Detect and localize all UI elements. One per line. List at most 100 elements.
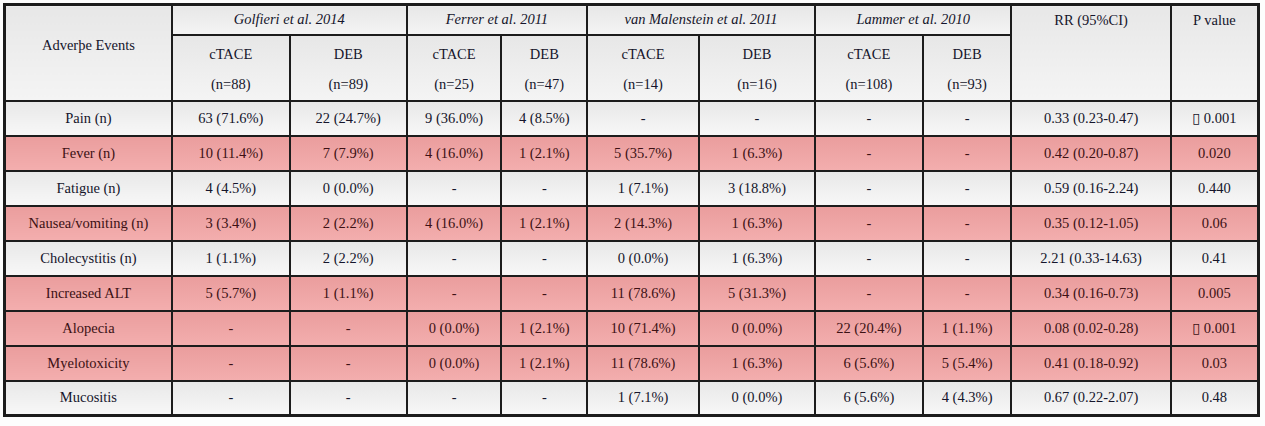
arm-header-3-0: cTACE(n=108) [815,35,923,101]
value-cell: 4 (4.5%) [172,171,290,206]
arm-n-count: (n=88) [175,74,287,94]
value-cell: 0 (0.0%) [699,311,815,346]
value-cell: 63 (71.6%) [172,101,290,136]
value-cell: 6 (5.6%) [815,346,923,381]
arm-label: DEB [504,44,584,64]
p-value-header: P value [1171,5,1259,101]
table-row: Myelotoxicity--0 (0.0%)1 (2.1%)11 (78.6%… [5,346,1259,381]
value-cell: - [815,206,923,241]
value-cell: - [815,241,923,276]
arm-label: cTACE [175,44,287,64]
value-cell: 2 (2.2%) [290,206,407,241]
adverse-event-label: Fatigue (n) [5,171,172,206]
study-header-0: Golfieri et al. 2014 [172,5,407,35]
value-cell: - [501,276,587,311]
p-value-cell: 0.48 [1171,381,1259,416]
arm-label: DEB [702,44,812,64]
rr-cell: 0.67 (0.22-2.07) [1011,381,1170,416]
adverse-events-header: Adverþe Events [5,5,172,101]
value-cell: 5 (5.4%) [923,346,1012,381]
adverse-event-label: Mucositis [5,381,172,416]
rr-cell: 2.21 (0.33-14.63) [1011,241,1170,276]
arm-label: DEB [293,44,404,64]
rr-cell: 0.41 (0.18-0.92) [1011,346,1170,381]
value-cell: 7 (7.9%) [290,136,407,171]
value-cell: 10 (71.4%) [587,311,699,346]
rr-cell: 0.34 (0.16-0.73) [1011,276,1170,311]
value-cell: 3 (18.8%) [699,171,815,206]
value-cell: - [501,381,587,416]
arm-header-2-1: DEB (n=16) [699,35,815,101]
value-cell: - [407,276,502,311]
rr-cell: 0.35 (0.12-1.05) [1011,206,1170,241]
value-cell: 1 (2.1%) [501,311,587,346]
value-cell: 1 (6.3%) [699,241,815,276]
arm-label: DEB [926,44,1009,64]
value-cell: - [815,136,923,171]
rr-header: RR (95%CI) [1011,5,1170,101]
study-header-3: Lammer et al. 2010 [815,5,1012,35]
arm-header-0-1: DEB (n=89) [290,35,407,101]
value-cell: 2 (14.3%) [587,206,699,241]
arm-n-count: (n=89) [293,74,404,94]
rr-cell: 0.59 (0.16-2.24) [1011,171,1170,206]
table-body: Pain (n)63 (71.6%)22 (24.7%)9 (36.0%)4 (… [5,101,1259,416]
value-cell: 4 (16.0%) [407,206,502,241]
value-cell: - [290,311,407,346]
arm-header-2-0: cTACE(n=14) [587,35,699,101]
value-cell: - [815,171,923,206]
value-cell: 0 (0.0%) [407,311,502,346]
table-row: Fever (n)10 (11.4%)7 (7.9%)4 (16.0%)1 (2… [5,136,1259,171]
arm-label: cTACE [590,44,696,64]
adverse-event-label: Cholecystitis (n) [5,241,172,276]
value-cell: - [923,276,1012,311]
value-cell: 1 (6.3%) [699,346,815,381]
value-cell: - [923,171,1012,206]
value-cell: 1 (7.1%) [587,381,699,416]
value-cell: 1 (2.1%) [501,136,587,171]
adverse-event-label: Increased ALT [5,276,172,311]
study-header-1: Ferrer et al. 2011 [407,5,587,35]
table-row: Pain (n)63 (71.6%)22 (24.7%)9 (36.0%)4 (… [5,101,1259,136]
adverse-event-label: Nausea/vomiting (n) [5,206,172,241]
value-cell: - [501,241,587,276]
value-cell: 0 (0.0%) [290,171,407,206]
value-cell: 6 (5.6%) [815,381,923,416]
table-row: Nausea/vomiting (n)3 (3.4%)2 (2.2%)4 (16… [5,206,1259,241]
value-cell: 10 (11.4%) [172,136,290,171]
value-cell: 1 (2.1%) [501,346,587,381]
value-cell: - [815,276,923,311]
value-cell: - [407,241,502,276]
arm-n-count: (n=93) [926,74,1009,94]
value-cell: - [923,241,1012,276]
value-cell: 22 (24.7%) [290,101,407,136]
value-cell: 2 (2.2%) [290,241,407,276]
rr-cell: 0.33 (0.23-0.47) [1011,101,1170,136]
p-value-cell: 0.005 [1171,276,1259,311]
table-row: Cholecystitis (n)1 (1.1%)2 (2.2%)--0 (0.… [5,241,1259,276]
value-cell: 9 (36.0%) [407,101,502,136]
value-cell: 11 (78.6%) [587,276,699,311]
arm-header-0-0: cTACE (n=88) [172,35,290,101]
value-cell: - [290,346,407,381]
value-cell: 4 (16.0%) [407,136,502,171]
arm-n-count: (n=16) [702,74,812,94]
adverse-event-label: Myelotoxicity [5,346,172,381]
value-cell: 0 (0.0%) [587,241,699,276]
value-cell: 4 (4.3%) [923,381,1012,416]
value-cell: - [407,171,502,206]
p-value-cell: 0.440 [1171,171,1259,206]
study-header-2: van Malenstein et al. 2011 [587,5,815,35]
rr-cell: 0.42 (0.20-0.87) [1011,136,1170,171]
arm-header-1-0: cTACE(n=25) [407,35,502,101]
p-value-cell: 0.06 [1171,206,1259,241]
value-cell: 1 (6.3%) [699,136,815,171]
value-cell: 3 (3.4%) [172,206,290,241]
adverse-event-label: Pain (n) [5,101,172,136]
value-cell: 5 (5.7%) [172,276,290,311]
table-header: Adverþe EventsGolfieri et al. 2014Ferrer… [5,5,1259,101]
table-row: Mucositis----1 (7.1%)0 (0.0%)6 (5.6%)4 (… [5,381,1259,416]
value-cell: 5 (35.7%) [587,136,699,171]
value-cell: 1 (6.3%) [699,206,815,241]
value-cell: 1 (1.1%) [923,311,1012,346]
